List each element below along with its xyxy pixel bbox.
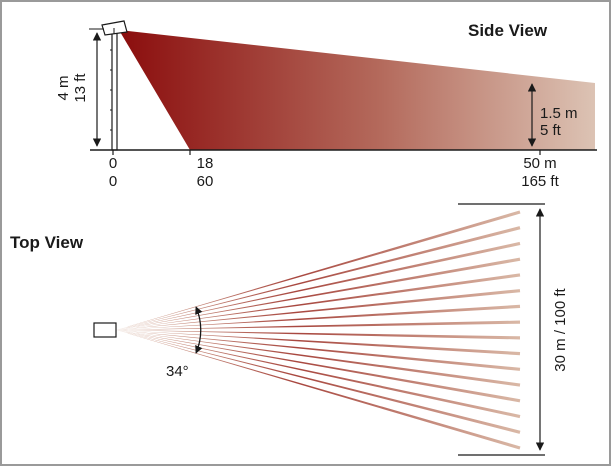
beam-ray: [116, 330, 521, 403]
beam-ray: [116, 330, 521, 450]
side-view: Side View 4 m 13 ft 1.5 m 5 ft: [55, 20, 597, 190]
detector-side-icon: [101, 20, 128, 36]
beam-ray: [116, 226, 521, 330]
beam-ray: [116, 330, 521, 371]
target-height-ft-label: 5 ft: [540, 122, 562, 139]
beam-ray: [116, 330, 521, 387]
angle-label: 34°: [166, 363, 189, 380]
target-height-m-label: 1.5 m: [540, 105, 578, 122]
height-m-label: 4 m: [55, 75, 72, 100]
pole-marks: [110, 49, 112, 131]
top-view: Top View 34° 30 m / 100 ft: [10, 203, 569, 456]
beam-ray: [116, 289, 521, 330]
beam-ray: [116, 330, 521, 419]
top-beam-fan: [116, 210, 521, 450]
tick-2-ft: 165 ft: [521, 173, 559, 190]
beam-ray: [116, 330, 521, 340]
angle-arc: [195, 306, 203, 354]
detector-top-icon: [93, 322, 117, 338]
beam-ray: [116, 257, 521, 330]
mounting-pole: [111, 27, 118, 151]
beam-ray: [116, 320, 521, 330]
width-label: 30 m / 100 ft: [552, 287, 569, 371]
tick-0-m: 0: [109, 155, 117, 172]
beam-ray: [116, 210, 521, 330]
beam-ray: [116, 241, 521, 330]
beam-ray: [116, 273, 521, 330]
tick-2-m: 50 m: [523, 155, 556, 172]
top-view-title: Top View: [10, 233, 84, 252]
beam-ray: [116, 304, 521, 330]
tick-0-ft: 0: [109, 173, 117, 190]
height-ft-label: 13 ft: [72, 73, 89, 103]
beam-ray: [116, 330, 521, 434]
tick-1-m: 18: [197, 155, 214, 172]
tick-1-ft: 60: [197, 173, 214, 190]
side-view-title: Side View: [468, 21, 548, 40]
distance-tick-marks: [112, 150, 541, 155]
side-beam: [119, 30, 595, 150]
beam-ray: [116, 330, 521, 356]
